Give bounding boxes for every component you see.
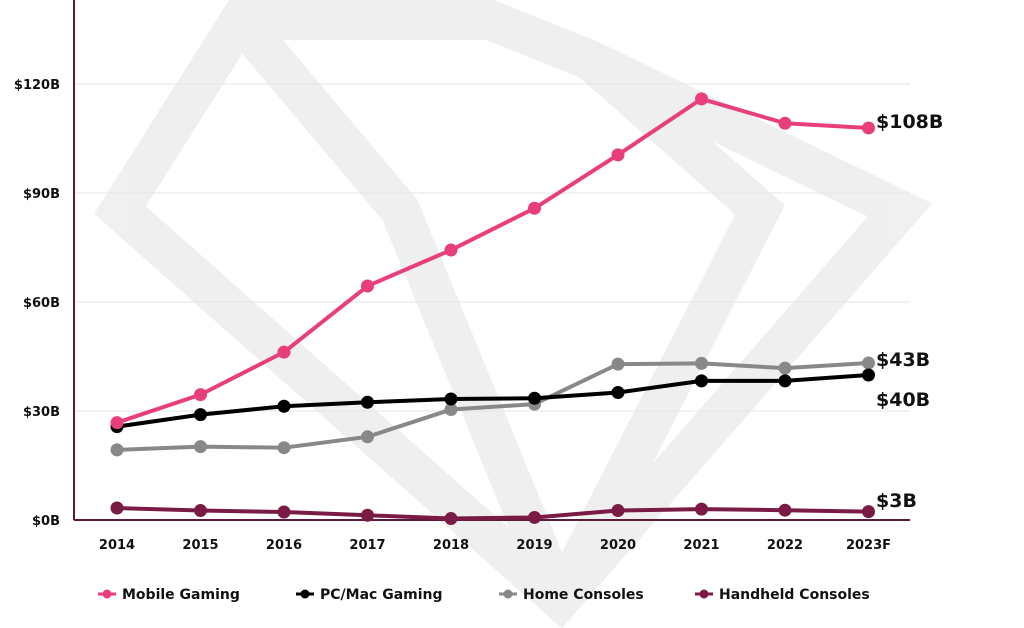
x-tick-label: 2016 bbox=[266, 538, 302, 553]
handheld-consoles-point bbox=[611, 504, 625, 518]
handheld-consoles-point bbox=[444, 512, 458, 526]
handheld-consoles-point bbox=[778, 503, 792, 517]
legend-label: Home Consoles bbox=[523, 587, 644, 603]
legend-swatch-marker bbox=[503, 589, 513, 599]
y-tick-label: $90B bbox=[23, 187, 60, 202]
home-consoles-point bbox=[695, 356, 708, 370]
mobile-gaming-end-label: $108B bbox=[876, 111, 943, 133]
mobile-gaming-point bbox=[110, 416, 124, 430]
pc-mac-gaming-point bbox=[611, 385, 625, 399]
mobile-gaming-point bbox=[611, 148, 625, 162]
grid-lines bbox=[74, 83, 910, 412]
y-tick-label: $0B bbox=[32, 514, 60, 529]
x-tick-label: 2020 bbox=[600, 538, 636, 553]
x-tick-label: 2019 bbox=[516, 538, 552, 553]
x-tick-label: 2018 bbox=[433, 538, 469, 553]
mobile-gaming-point bbox=[862, 121, 875, 135]
y-tick-label: $120B bbox=[14, 78, 60, 93]
handheld-consoles-end-label: $3B bbox=[876, 490, 917, 512]
legend-swatch-marker bbox=[699, 589, 709, 599]
x-tick-label: 2014 bbox=[99, 538, 135, 553]
y-axis-ticks: $0B $30B $60B $90B $120B bbox=[14, 78, 60, 529]
handheld-consoles-point bbox=[277, 505, 291, 519]
pc-mac-gaming-point bbox=[361, 395, 374, 409]
home-consoles-point bbox=[778, 361, 792, 375]
y-tick-label: $30B bbox=[23, 405, 60, 420]
mobile-gaming-point bbox=[277, 345, 291, 359]
x-tick-label: 2015 bbox=[182, 538, 218, 553]
home-consoles-series bbox=[110, 356, 875, 457]
mobile-gaming-series bbox=[110, 92, 875, 430]
handheld-consoles-point bbox=[862, 505, 875, 519]
legend-label: Handheld Consoles bbox=[719, 587, 870, 603]
legend-swatch-marker bbox=[300, 589, 310, 599]
home-consoles-point bbox=[277, 441, 291, 455]
x-tick-label: 2022 bbox=[767, 538, 803, 553]
home-consoles-point bbox=[611, 357, 625, 371]
pc-mac-gaming-point bbox=[778, 374, 792, 388]
home-consoles-point bbox=[862, 356, 875, 370]
pc-mac-gaming-point bbox=[695, 374, 708, 388]
home-consoles-point bbox=[361, 430, 374, 444]
home-consoles-line bbox=[115, 361, 871, 452]
legend-item-mobile-gaming: Mobile Gaming bbox=[98, 587, 240, 603]
legend: Mobile Gaming PC/Mac Gaming Home Consoles H… bbox=[98, 587, 870, 603]
pc-mac-gaming-point bbox=[444, 392, 458, 406]
y-tick-label: $60B bbox=[23, 296, 60, 311]
handheld-consoles-line bbox=[115, 506, 871, 521]
handheld-consoles-point bbox=[528, 510, 541, 524]
mobile-gaming-point bbox=[528, 201, 541, 215]
x-tick-label: 2017 bbox=[349, 538, 385, 553]
x-tick-label: 2023F bbox=[846, 538, 891, 553]
home-consoles-point bbox=[194, 440, 207, 454]
mobile-gaming-line bbox=[115, 96, 871, 425]
home-consoles-point bbox=[444, 403, 458, 417]
pc-mac-gaming-point bbox=[862, 368, 875, 382]
series-lines bbox=[110, 92, 875, 526]
mobile-gaming-point bbox=[695, 92, 708, 106]
mobile-gaming-point bbox=[194, 388, 207, 402]
handheld-consoles-point bbox=[695, 502, 708, 516]
legend-item-handheld-consoles: Handheld Consoles bbox=[695, 587, 870, 603]
x-axis-ticks: 2014 2015 2016 2017 2018 2019 2020 2021 2022 2023… bbox=[99, 538, 891, 553]
mobile-gaming-point bbox=[444, 243, 458, 257]
x-tick-label: 2021 bbox=[683, 538, 719, 553]
legend-label: PC/Mac Gaming bbox=[320, 587, 443, 603]
home-consoles-point bbox=[110, 443, 124, 457]
legend-label: Mobile Gaming bbox=[122, 587, 240, 603]
watermark-logo bbox=[94, 0, 933, 628]
handheld-consoles-series bbox=[110, 501, 875, 526]
handheld-consoles-point bbox=[361, 508, 374, 522]
pc-mac-gaming-point bbox=[277, 399, 291, 413]
legend-item-home-consoles: Home Consoles bbox=[499, 587, 644, 603]
pc-mac-gaming-line bbox=[115, 373, 871, 429]
pc-mac-gaming-point bbox=[194, 408, 207, 422]
handheld-consoles-point bbox=[194, 504, 207, 518]
home-consoles-end-label: $43B bbox=[876, 349, 930, 371]
end-labels: $108B $40B $43B $3B bbox=[876, 111, 943, 512]
mobile-gaming-point bbox=[778, 116, 792, 130]
handheld-consoles-point bbox=[110, 501, 124, 515]
pc-mac-gaming-point bbox=[528, 391, 541, 405]
legend-item-pc-mac-gaming: PC/Mac Gaming bbox=[296, 587, 443, 603]
pc-mac-gaming-end-label: $40B bbox=[876, 389, 930, 411]
mobile-gaming-point bbox=[361, 279, 374, 293]
legend-swatch-marker bbox=[102, 589, 112, 599]
